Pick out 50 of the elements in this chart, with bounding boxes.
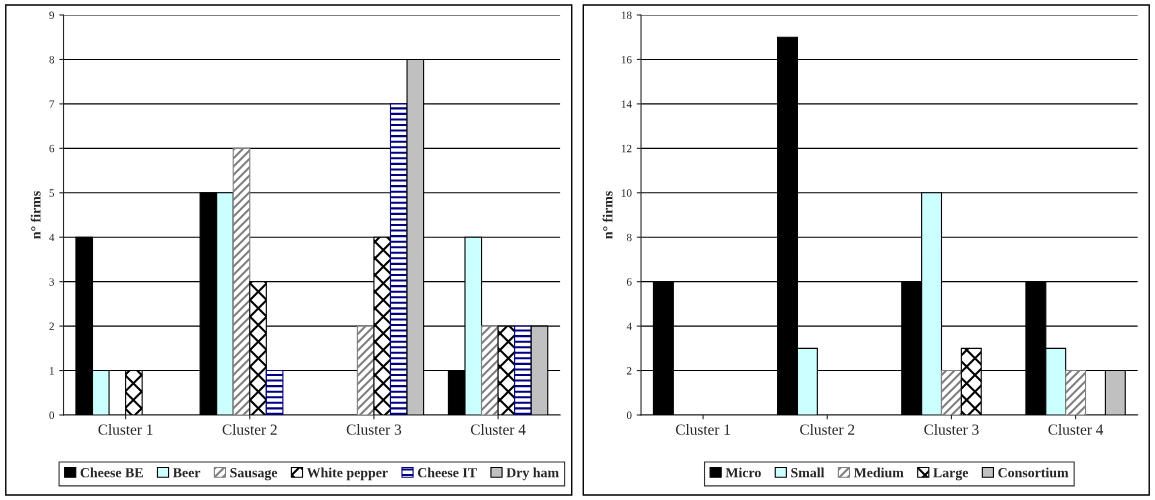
x-tick-label: Cluster 4 <box>470 424 526 435</box>
legend-label: White pepper <box>306 467 388 481</box>
y-tick-label: 16 <box>621 55 632 64</box>
y-tick-label: 7 <box>49 100 55 108</box>
bar <box>497 325 516 415</box>
bar <box>356 325 375 415</box>
x-tick-label: Cluster 2 <box>222 424 277 435</box>
legend-label: Small <box>791 467 825 478</box>
legend-label: Cheese BE <box>80 467 143 478</box>
legend-label: Dry ham <box>506 467 559 481</box>
legend-label: Cheese IT <box>417 467 477 478</box>
y-tick-label: 10 <box>621 189 632 197</box>
legend-label: Sausage <box>230 468 278 481</box>
y-tick-label: 1 <box>49 367 54 375</box>
bar <box>232 147 251 415</box>
y-tick-label: 8 <box>626 233 632 242</box>
y-tick-label: 6 <box>49 144 55 153</box>
bar <box>480 325 499 415</box>
y-tick-label: 0 <box>626 411 632 419</box>
legend-label: Medium <box>853 467 904 478</box>
y-tick-label: 4 <box>626 322 632 330</box>
y-tick-label: 3 <box>49 278 55 286</box>
x-tick-label: Cluster 4 <box>1048 424 1104 435</box>
legend-label: Large <box>933 468 969 481</box>
x-tick-label: Cluster 2 <box>800 424 855 435</box>
y-tick-label: 6 <box>626 278 632 286</box>
y-tick-label: 9 <box>49 11 55 19</box>
y-tick-label: 2 <box>626 367 632 375</box>
legend-label: Micro <box>725 467 761 478</box>
y-tick-label: 0 <box>49 411 55 419</box>
bar <box>1065 370 1087 415</box>
y-tick-label: 4 <box>49 233 55 242</box>
y-axis-title: n° firms <box>602 191 613 239</box>
y-tick-label: 14 <box>621 100 632 108</box>
legend-label: Consortium <box>998 467 1069 478</box>
legend-label: Beer <box>172 468 201 478</box>
y-tick-label: 18 <box>621 11 632 19</box>
x-tick-label: Cluster 3 <box>346 424 402 435</box>
y-tick-label: 2 <box>49 322 54 330</box>
x-tick-label: Cluster 1 <box>675 424 730 435</box>
bar <box>940 370 962 415</box>
x-tick-label: Cluster 1 <box>98 424 153 435</box>
y-tick-label: 12 <box>621 144 632 153</box>
y-axis-title: n° firms <box>30 191 41 239</box>
x-tick-label: Cluster 3 <box>924 424 979 435</box>
bar <box>389 103 408 415</box>
y-tick-label: 8 <box>49 55 55 64</box>
bar <box>514 325 532 415</box>
y-tick-label: 5 <box>49 189 55 197</box>
bar <box>265 370 284 415</box>
